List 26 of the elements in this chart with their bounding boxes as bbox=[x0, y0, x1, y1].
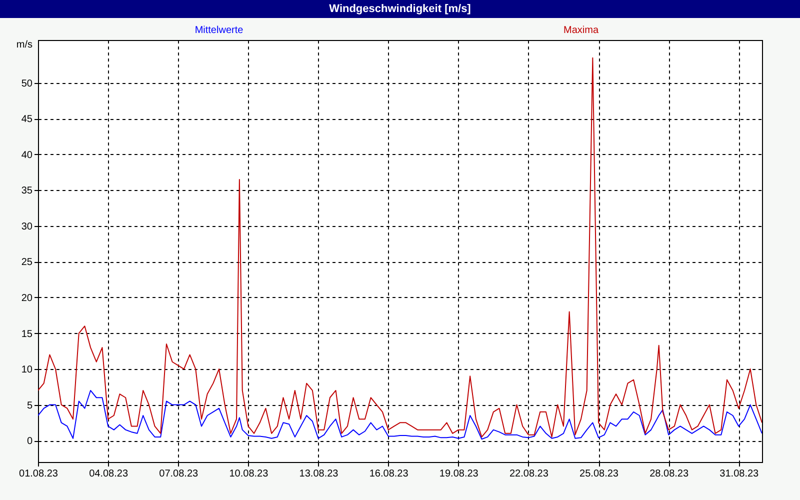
y-tick-label: 10 bbox=[21, 364, 33, 376]
x-tick-label: 25.08.23 bbox=[580, 468, 619, 480]
y-axis-title: m/s bbox=[16, 40, 32, 50]
x-tick-label: 19.08.23 bbox=[439, 468, 479, 480]
x-tick-label: 31.08.23 bbox=[720, 468, 760, 480]
y-tick-label: 15 bbox=[21, 328, 33, 340]
x-tick-label: 01.08.23 bbox=[19, 468, 58, 480]
y-tick-label: 50 bbox=[21, 78, 33, 90]
y-tick-label: 30 bbox=[21, 221, 33, 232]
x-tick-label: 28.08.23 bbox=[650, 468, 689, 480]
x-tick-label: 04.08.23 bbox=[89, 468, 128, 480]
y-tick-label: 20 bbox=[21, 292, 33, 304]
text: Maxima bbox=[563, 25, 599, 36]
y-tick-label: 5 bbox=[26, 400, 33, 412]
text: Mittelwerte bbox=[194, 25, 244, 36]
y-tick-label: 25 bbox=[21, 257, 33, 268]
x-tick-label: 13.08.23 bbox=[299, 468, 339, 480]
y-tick-label: 45 bbox=[21, 114, 33, 126]
y-tick-label: 0 bbox=[26, 436, 33, 448]
x-tick-label: 10.08.23 bbox=[229, 468, 269, 480]
y-tick-label: 40 bbox=[21, 150, 33, 161]
x-tick-label: 22.08.23 bbox=[509, 468, 549, 480]
x-tick-label: 07.08.23 bbox=[159, 468, 199, 480]
y-tick-label: 35 bbox=[21, 186, 33, 197]
x-tick-label: 16.08.23 bbox=[369, 468, 409, 480]
chart-title: Windgeschwindigkeit [m/s] bbox=[329, 3, 472, 15]
